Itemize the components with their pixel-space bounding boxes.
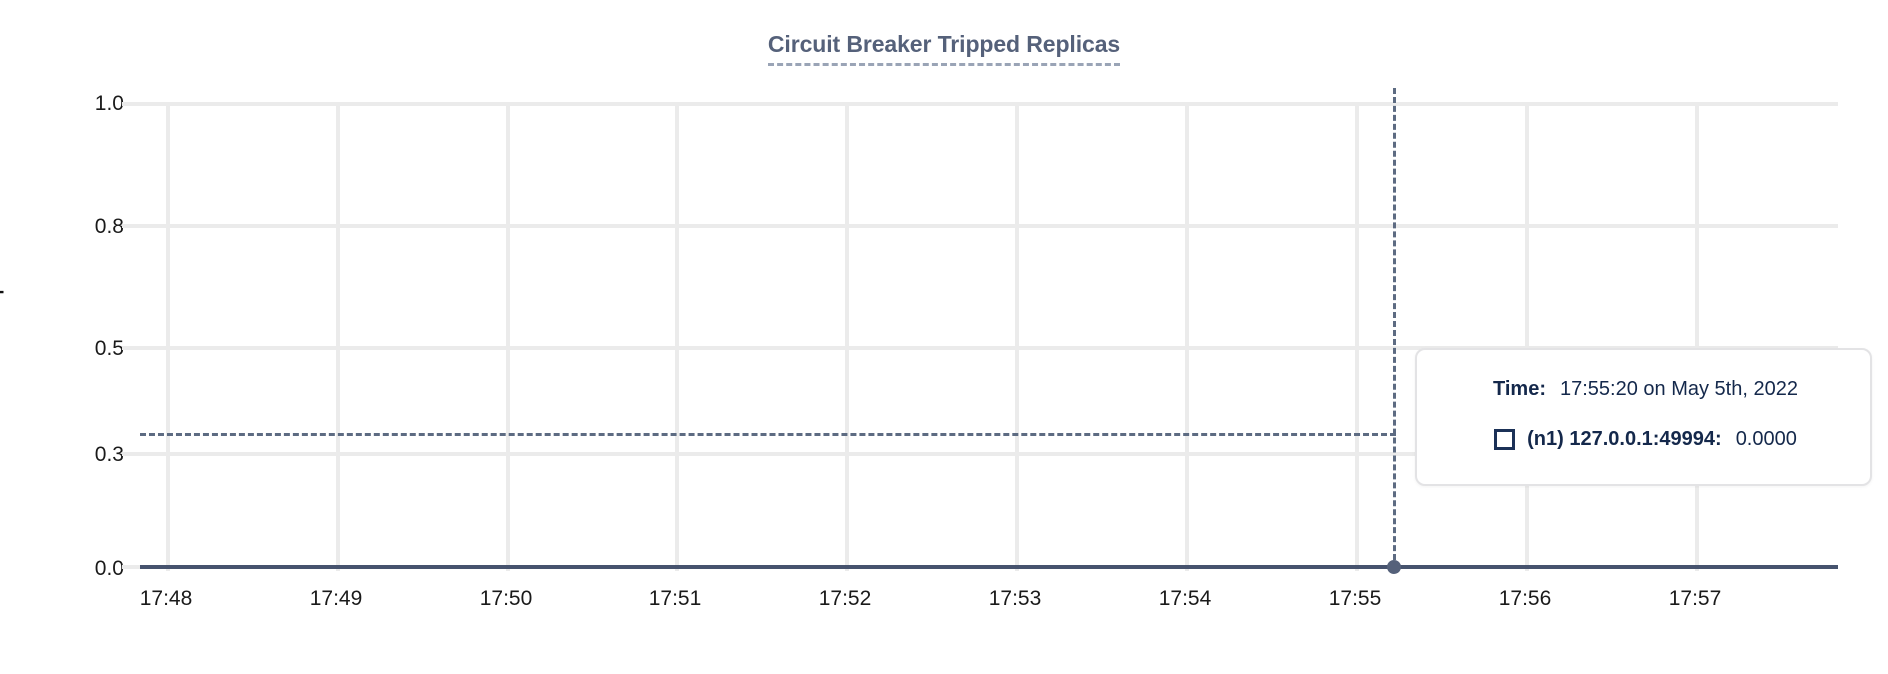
gridline-x-17-48 <box>166 102 170 571</box>
y-tick-label-2: 0.8 <box>94 215 124 238</box>
gridline-x-17-53 <box>1015 102 1019 571</box>
x-tick-label-10: 17:57 <box>1668 587 1722 610</box>
x-tick-label-4: 17:51 <box>648 587 702 610</box>
tooltip-time-label: Time: <box>1493 378 1546 400</box>
gridline-x-17-56 <box>1525 102 1529 571</box>
crosshair-horizontal <box>140 433 1396 436</box>
x-tick-label-2: 17:49 <box>309 587 363 610</box>
gridline-x-17-57 <box>1695 102 1699 571</box>
tooltip: Time: 17:55:20 on May 5th, 2022 (n1) 127… <box>1415 348 1872 486</box>
x-tick-label-6: 17:53 <box>988 587 1042 610</box>
gridline-x-17-49 <box>336 102 340 571</box>
series-line-n1 <box>140 565 1838 569</box>
y-axis-label: replicas <box>0 247 4 310</box>
series-color-swatch-icon <box>1494 429 1516 450</box>
tooltip-series-row: (n1) 127.0.0.1:49994: 0.0000 <box>1417 428 1874 451</box>
gridline-y-1.0 <box>122 102 1838 106</box>
crosshair-vertical <box>1393 88 1396 569</box>
x-tick-label-8: 17:55 <box>1328 587 1382 610</box>
tooltip-series-label: (n1) 127.0.0.1:49994: <box>1527 428 1722 450</box>
gridline-y-0.3 <box>122 452 1838 456</box>
tooltip-time-row: Time: 17:55:20 on May 5th, 2022 <box>1417 378 1874 401</box>
gridline-y-0.5 <box>122 346 1838 350</box>
x-tick-label-3: 17:50 <box>479 587 533 610</box>
gridline-x-17-54 <box>1185 102 1189 571</box>
x-tick-label-5: 17:52 <box>818 587 872 610</box>
data-point-marker[interactable] <box>1387 560 1401 574</box>
gridline-y-0.8 <box>122 224 1838 228</box>
page-title: Circuit Breaker Tripped Replicas <box>0 30 1888 66</box>
gridline-x-17-51 <box>675 102 679 571</box>
chart-title-text: Circuit Breaker Tripped Replicas <box>767 30 1120 66</box>
gridline-x-17-55 <box>1355 102 1359 571</box>
y-tick-label-3: 0.5 <box>94 337 124 360</box>
tooltip-series-value: 0.0000 <box>1735 428 1797 450</box>
plot-area[interactable] <box>122 88 1838 574</box>
tooltip-time-value: 17:55:20 on May 5th, 2022 <box>1560 378 1798 400</box>
gridline-x-17-50 <box>506 102 510 571</box>
y-tick-label-5: 0.0 <box>94 557 124 580</box>
x-tick-label-1: 17:48 <box>139 587 193 610</box>
gridline-x-17-52 <box>845 102 849 571</box>
x-tick-label-7: 17:54 <box>1158 587 1212 610</box>
x-tick-label-9: 17:56 <box>1498 587 1552 610</box>
y-tick-label-4: 0.3 <box>94 443 124 466</box>
y-tick-label-1: 1.0 <box>94 92 124 115</box>
